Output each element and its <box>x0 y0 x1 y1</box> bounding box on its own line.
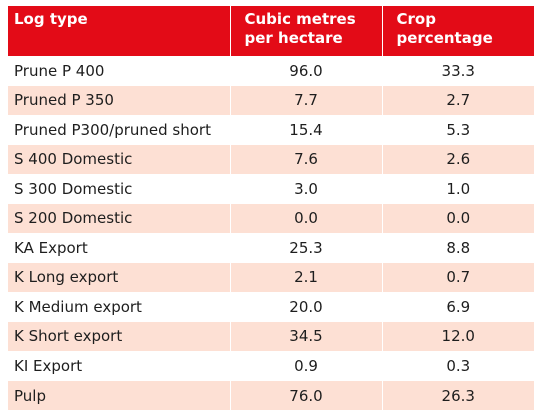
cell-cubic-metres: 7.6 <box>229 144 382 174</box>
cell-cubic-metres: 96.0 <box>229 55 382 86</box>
cell-log-type: Pruned P300/pruned short <box>8 114 230 145</box>
table-row: S 300 Domestic 3.0 1.0 <box>8 173 534 204</box>
cell-crop-percentage: 33.3 <box>381 55 534 86</box>
cell-crop-percentage: 2.6 <box>381 144 534 174</box>
cell-log-type: Pruned P 350 <box>8 85 230 115</box>
cell-crop-percentage: 8.8 <box>381 232 534 263</box>
cell-crop-percentage: 5.3 <box>381 114 534 145</box>
cell-cubic-metres: 2.1 <box>229 262 382 292</box>
cell-log-type: KA Export <box>8 232 230 263</box>
cell-log-type: S 400 Domestic <box>8 144 230 174</box>
cell-log-type: KI Export <box>8 350 230 381</box>
cell-cubic-metres: 76.0 <box>229 380 382 410</box>
table-row: Pruned P300/pruned short 15.4 5.3 <box>8 114 534 145</box>
cell-crop-percentage: 0.3 <box>381 350 534 381</box>
cell-cubic-metres: 3.0 <box>229 173 382 204</box>
cell-cubic-metres: 25.3 <box>229 232 382 263</box>
table-row: KA Export 25.3 8.8 <box>8 232 534 263</box>
cell-log-type: Prune P 400 <box>8 55 230 86</box>
log-yield-table-container: Log type Cubic metres per hectare Crop p… <box>8 6 534 410</box>
cell-cubic-metres: 7.7 <box>229 85 382 115</box>
table-row: Pruned P 350 7.7 2.7 <box>8 85 534 115</box>
cell-log-type: K Long export <box>8 262 230 292</box>
cell-log-type: K Short export <box>8 321 230 351</box>
cell-crop-percentage: 0.0 <box>381 203 534 233</box>
header-cubic-metres: Cubic metres per hectare <box>229 6 382 56</box>
table-row: KI Export 0.9 0.3 <box>8 350 534 381</box>
cell-cubic-metres: 0.0 <box>229 203 382 233</box>
header-crop-percentage: Crop percentage <box>381 6 534 56</box>
cell-log-type: S 200 Domestic <box>8 203 230 233</box>
header-log-type: Log type <box>8 6 230 56</box>
cell-crop-percentage: 6.9 <box>381 291 534 322</box>
cell-cubic-metres: 34.5 <box>229 321 382 351</box>
cell-cubic-metres: 20.0 <box>229 291 382 322</box>
cell-log-type: Pulp <box>8 380 230 410</box>
table-row: K Long export 2.1 0.7 <box>8 262 534 292</box>
cell-log-type: K Medium export <box>8 291 230 322</box>
table-row: S 200 Domestic 0.0 0.0 <box>8 203 534 233</box>
cell-cubic-metres: 0.9 <box>229 350 382 381</box>
log-yield-table: Log type Cubic metres per hectare Crop p… <box>8 6 534 410</box>
table-row: K Short export 34.5 12.0 <box>8 321 534 351</box>
table-row: K Medium export 20.0 6.9 <box>8 291 534 322</box>
table-row: Pulp 76.0 26.3 <box>8 380 534 410</box>
cell-cubic-metres: 15.4 <box>229 114 382 145</box>
table-row: S 400 Domestic 7.6 2.6 <box>8 144 534 174</box>
cell-crop-percentage: 26.3 <box>381 380 534 410</box>
table-header-row: Log type Cubic metres per hectare Crop p… <box>8 6 534 56</box>
cell-crop-percentage: 0.7 <box>381 262 534 292</box>
table-row: Prune P 400 96.0 33.3 <box>8 55 534 86</box>
cell-crop-percentage: 12.0 <box>381 321 534 351</box>
cell-log-type: S 300 Domestic <box>8 173 230 204</box>
cell-crop-percentage: 1.0 <box>381 173 534 204</box>
cell-crop-percentage: 2.7 <box>381 85 534 115</box>
